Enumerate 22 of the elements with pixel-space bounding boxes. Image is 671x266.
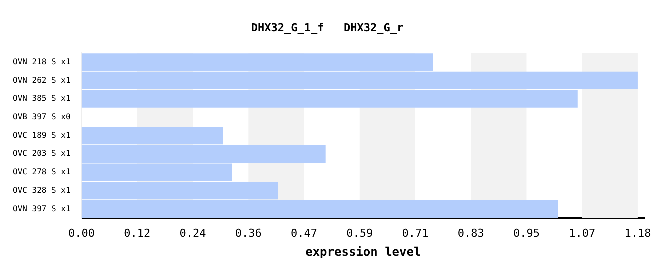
- y-tick-label: OVN 397 S x1: [13, 204, 71, 214]
- x-tick-label: 0.36: [235, 226, 262, 240]
- y-tick-label: OVC 328 S x1: [13, 186, 71, 195]
- x-tick-label: 0.59: [346, 226, 374, 240]
- x-tick-label: 0.12: [124, 226, 151, 240]
- x-tick-label: 0.47: [291, 226, 318, 240]
- y-tick-label: OVC 189 S x1: [13, 130, 71, 140]
- y-tick-label: OVN 218 S x1: [13, 57, 71, 66]
- chart-title: DHX32_G_1_f DHX32_G_r: [251, 21, 404, 34]
- y-tick-label: OVC 203 S x1: [13, 149, 71, 158]
- y-tick-label: OVB 397 S x0: [13, 112, 71, 122]
- y-tick-label: OVN 262 S x1: [13, 76, 71, 85]
- y-tick-label: OVN 385 S x1: [13, 94, 71, 104]
- x-tick-label: 1.18: [624, 226, 652, 240]
- x-tick-label: 0.71: [402, 226, 429, 240]
- x-tick-label: 0.24: [180, 226, 207, 240]
- x-tick-label: 0.00: [68, 226, 96, 240]
- x-tick-label: 0.95: [513, 226, 540, 240]
- x-tick-label: 1.07: [569, 226, 596, 240]
- x-axis-title: expression level: [306, 244, 422, 259]
- x-tick-label: 0.83: [458, 226, 484, 240]
- y-tick-label: OVC 278 S x1: [13, 168, 71, 177]
